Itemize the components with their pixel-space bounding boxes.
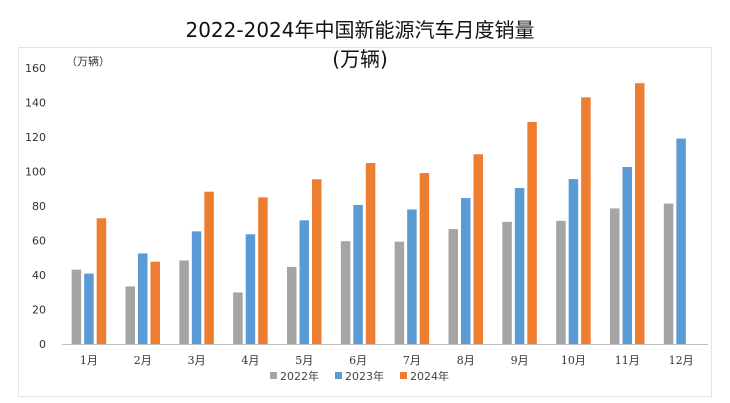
y-tick-label: 0 (39, 338, 46, 351)
y-tick-label: 120 (25, 131, 46, 144)
y-axis-unit-label: （万辆） (66, 54, 110, 68)
bar-2 (622, 167, 632, 344)
bar-1 (610, 208, 620, 344)
y-tick-label: 160 (25, 62, 46, 75)
bar-1 (179, 260, 189, 344)
bar-1 (663, 203, 674, 344)
bar-3 (258, 197, 268, 344)
y-tick-label: 20 (32, 304, 46, 317)
bar-2 (299, 220, 309, 344)
x-tick-label: 6月 (349, 354, 367, 367)
y-tick-label: 100 (25, 166, 46, 179)
y-tick-label: 80 (32, 200, 46, 213)
bar-3 (635, 83, 645, 345)
legend-swatch (335, 372, 342, 379)
bar-1 (287, 266, 297, 344)
bar-3 (527, 121, 537, 345)
bar-1 (448, 229, 458, 344)
y-tick-label: 60 (32, 235, 46, 248)
bar-3 (419, 173, 430, 344)
bar-3 (96, 218, 107, 344)
y-tick-label: 140 (25, 97, 46, 110)
bar-1 (394, 241, 405, 344)
bar-2 (407, 209, 417, 344)
x-tick-label: 10月 (561, 354, 586, 367)
bar-1 (125, 286, 135, 344)
x-tick-label: 3月 (188, 354, 206, 367)
x-tick-label: 5月 (295, 354, 313, 367)
bar-2 (245, 234, 256, 344)
x-tick-label: 7月 (403, 354, 421, 367)
bar-1 (502, 221, 512, 344)
x-tick-label: 11月 (615, 354, 640, 367)
bar-2 (138, 253, 148, 344)
bar-3 (204, 191, 214, 344)
bar-2 (568, 179, 579, 344)
bar-2 (353, 204, 363, 344)
bar-2 (191, 231, 202, 344)
bar-1 (71, 269, 82, 344)
bar-1 (556, 220, 566, 344)
x-tick-label: 9月 (511, 354, 529, 367)
x-tick-label: 4月 (241, 354, 259, 367)
x-tick-label: 2月 (134, 354, 152, 367)
bar-2 (514, 188, 525, 344)
chart-subtitle: (万辆) (332, 47, 388, 71)
x-tick-label: 8月 (457, 354, 475, 367)
bar-1 (233, 292, 243, 344)
bar-1 (340, 241, 351, 344)
bar-2 (461, 198, 471, 344)
x-tick-label: 12月 (669, 354, 694, 367)
bar-3 (150, 261, 160, 344)
chart-title: 2022-2024年中国新能源汽车月度销量 (185, 18, 535, 42)
bar-3 (581, 97, 591, 344)
bar-3 (312, 179, 322, 344)
bar-2 (84, 273, 94, 344)
legend-label: 2023年 (345, 369, 384, 383)
legend-swatch (270, 372, 277, 379)
legend-swatch (400, 372, 407, 379)
bar-2 (676, 138, 686, 344)
legend-label: 2024年 (410, 369, 449, 383)
bar-3 (473, 154, 483, 344)
y-tick-label: 40 (32, 269, 46, 282)
bar-3 (365, 163, 376, 344)
legend-label: 2022年 (280, 369, 319, 383)
x-tick-label: 1月 (80, 354, 98, 367)
